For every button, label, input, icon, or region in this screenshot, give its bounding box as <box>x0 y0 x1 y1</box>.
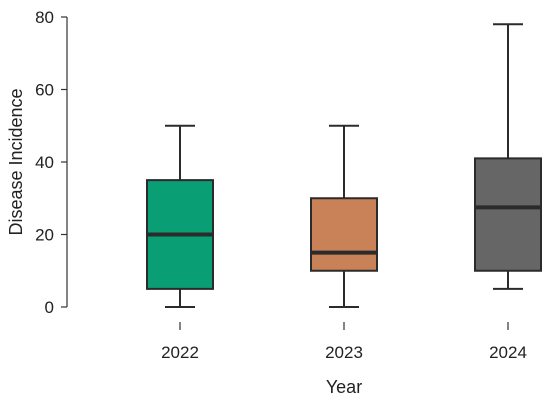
x-axis-title: Year <box>326 377 362 397</box>
y-axis-title: Disease Incidence <box>6 88 26 235</box>
y-tick-label: 20 <box>35 226 54 245</box>
x-axis: 2022 2023 2024 <box>161 322 527 362</box>
y-tick-label: 80 <box>35 8 54 27</box>
x-tick-label: 2023 <box>325 343 363 362</box>
x-tick-label: 2022 <box>161 343 199 362</box>
box-group-2023 <box>310 124 378 308</box>
y-tick-label: 40 <box>35 153 54 172</box>
plot-area <box>146 23 542 308</box>
y-axis: 0 20 40 60 80 <box>35 8 68 317</box>
y-tick-label: 0 <box>45 298 54 317</box>
box-group-2024 <box>474 23 542 290</box>
box-2024 <box>474 157 542 272</box>
y-tick-label: 60 <box>35 81 54 100</box>
x-tick-label: 2024 <box>489 343 527 362</box>
box-2023 <box>310 197 378 272</box>
box-group-2022 <box>146 124 214 308</box>
